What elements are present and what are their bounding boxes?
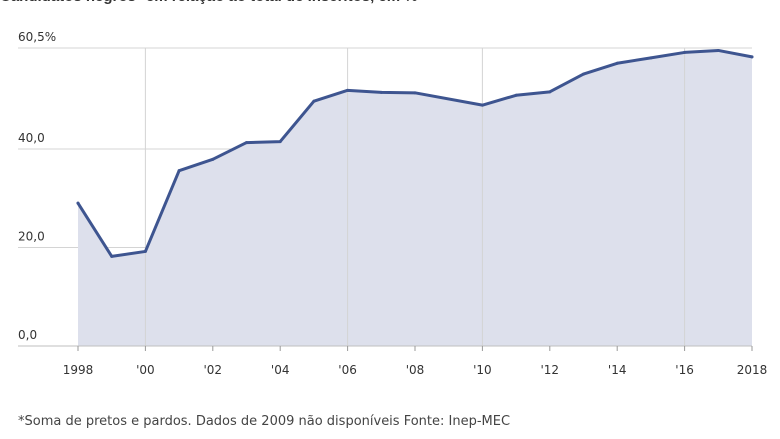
data-point xyxy=(245,141,248,145)
y-tick-label: 40,0 xyxy=(18,131,45,145)
x-tick-label: 2018 xyxy=(737,363,768,377)
x-tick-label: '16 xyxy=(675,363,694,377)
x-tick-label: '10 xyxy=(473,363,492,377)
data-point xyxy=(110,254,114,258)
data-point xyxy=(379,90,383,94)
x-tick-label: 1998 xyxy=(63,363,94,377)
footnote: *Soma de pretos e pardos. Dados de 2009 … xyxy=(18,414,511,429)
data-point xyxy=(548,90,552,94)
x-tick-label: '12 xyxy=(541,363,560,377)
data-point xyxy=(413,91,417,95)
y-tick-label: 20,0 xyxy=(18,229,45,243)
data-point xyxy=(312,99,316,103)
data-point xyxy=(211,157,215,161)
data-point xyxy=(750,55,754,59)
data-point xyxy=(143,249,147,253)
y-tick-label: 60,5% xyxy=(18,30,56,44)
data-point xyxy=(514,93,518,97)
y-tick-label: 0,0 xyxy=(18,328,37,342)
data-point xyxy=(480,103,484,107)
data-point xyxy=(76,201,80,205)
data-point xyxy=(615,61,619,65)
data-point xyxy=(582,72,585,76)
data-point xyxy=(278,140,282,144)
x-axis-labels: 1998 '00 '02 '04 '06 '08 '10 '12 '14 '16 2018 xyxy=(63,346,768,377)
x-tick-label: '00 xyxy=(136,363,155,377)
y-axis-labels: 0,0 20,0 40,0 60,5% xyxy=(18,30,56,342)
x-tick-label: '02 xyxy=(204,363,223,377)
area-fill xyxy=(78,50,752,347)
data-point xyxy=(716,48,720,52)
x-tick-label: '04 xyxy=(271,363,290,377)
series-line xyxy=(76,48,754,258)
data-point xyxy=(346,88,350,92)
chart-title: Candidatos negros* em relação ao total d… xyxy=(0,0,780,10)
data-point xyxy=(177,169,181,173)
data-point xyxy=(683,50,687,54)
x-tick-label: '06 xyxy=(338,363,357,377)
area-chart: 0,0 20,0 40,0 60,5% 1998 '00 '02 '04 '06 '08 '10 '… xyxy=(18,30,768,377)
x-tick-label: '08 xyxy=(406,363,425,377)
area-layer xyxy=(18,48,754,347)
x-tick-label: '14 xyxy=(608,363,627,377)
data-point xyxy=(649,56,653,60)
